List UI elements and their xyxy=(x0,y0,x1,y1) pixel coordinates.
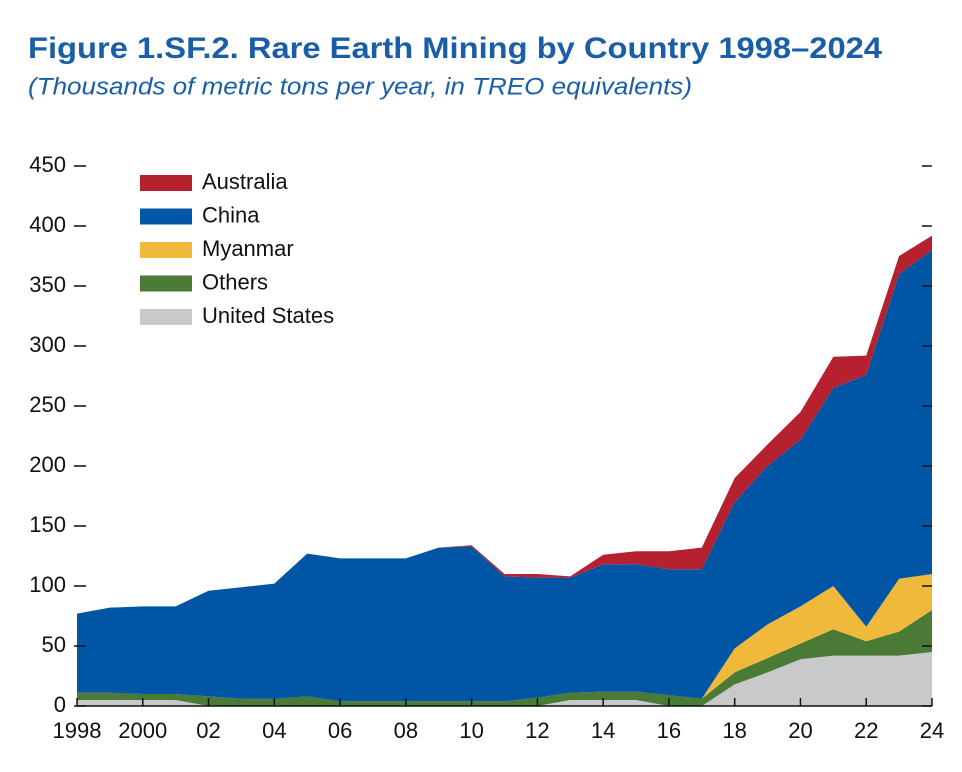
legend-label: Myanmar xyxy=(202,236,294,261)
legend-swatch xyxy=(140,242,192,258)
x-tick-label: 12 xyxy=(525,718,549,743)
x-tick-label: 18 xyxy=(722,718,746,743)
y-tick-label: 0 xyxy=(54,692,66,717)
legend-label: United States xyxy=(202,303,334,328)
x-tick-label: 1998 xyxy=(53,718,102,743)
legend-label: China xyxy=(202,202,260,227)
legend-swatch xyxy=(140,175,192,191)
y-tick-label: 400 xyxy=(29,212,66,237)
y-tick-label: 100 xyxy=(29,572,66,597)
area xyxy=(77,574,932,702)
x-tick-label: 10 xyxy=(459,718,483,743)
x-tick-label: 14 xyxy=(591,718,615,743)
chart-subtitle: (Thousands of metric tons per year, in T… xyxy=(28,73,692,100)
x-tick-label: 22 xyxy=(854,718,878,743)
legend-label: Australia xyxy=(202,169,288,194)
legend-swatch xyxy=(140,275,192,292)
y-tick-label: 50 xyxy=(42,632,66,657)
area xyxy=(77,652,932,706)
area xyxy=(77,235,932,614)
y-tick-label: 300 xyxy=(29,332,66,357)
legend-label: Others xyxy=(202,269,268,294)
area xyxy=(77,610,932,706)
x-tick-label: 20 xyxy=(788,718,812,743)
x-tick-label: 02 xyxy=(196,718,220,743)
y-tick-label: 350 xyxy=(29,272,66,297)
y-tick-label: 250 xyxy=(29,392,66,417)
legend-swatch xyxy=(140,208,192,225)
x-tick-label: 2000 xyxy=(118,718,167,743)
x-tick-label: 24 xyxy=(920,718,944,743)
x-tick-label: 06 xyxy=(328,718,352,743)
x-tick-label: 08 xyxy=(394,718,418,743)
legend-swatch xyxy=(140,309,192,325)
y-tick-label: 150 xyxy=(29,512,66,537)
y-tick-label: 450 xyxy=(29,152,66,177)
area xyxy=(77,250,932,702)
x-tick-label: 16 xyxy=(657,718,681,743)
y-tick-label: 200 xyxy=(29,452,66,477)
x-tick-label: 04 xyxy=(262,718,286,743)
chart-title: Figure 1.SF.2. Rare Earth Mining by Coun… xyxy=(28,32,882,65)
